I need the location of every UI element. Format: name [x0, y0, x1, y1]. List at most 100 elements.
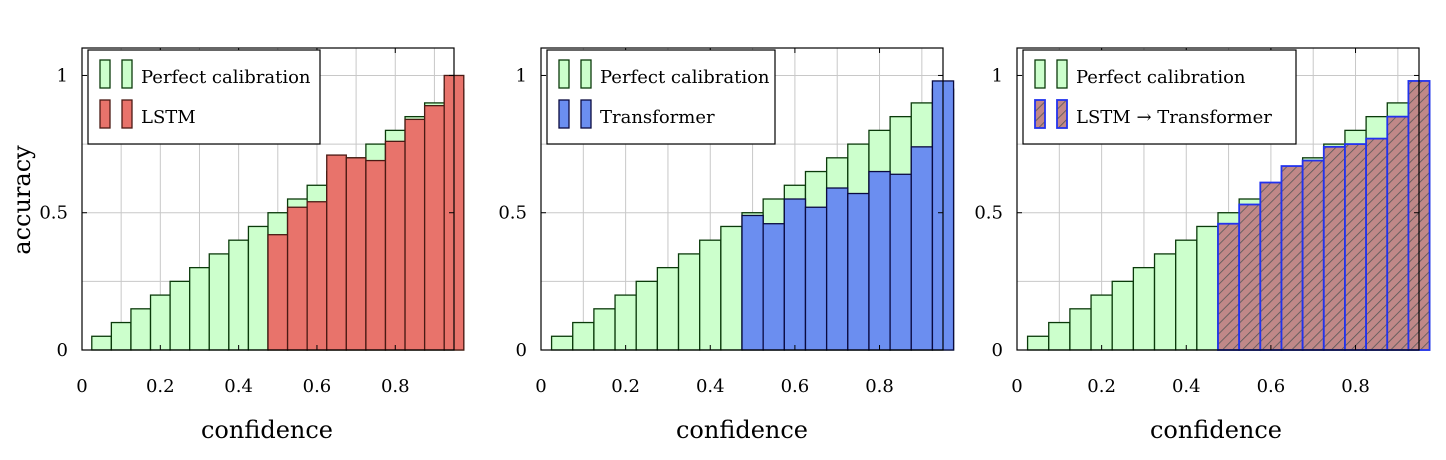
bar-perfect [1090, 294, 1113, 351]
legend-swatch-perfect [99, 59, 111, 89]
bar-perfect [130, 308, 152, 351]
bar-perfect [572, 321, 595, 351]
legend-label: Transformer [600, 107, 715, 128]
legend-swatch-perfect [558, 59, 570, 89]
x-axis-label: confidence [676, 416, 808, 444]
bar-transformer [804, 206, 828, 351]
legend-swatch-perfect [1056, 59, 1068, 89]
x-tick-label: 0.8 [1341, 376, 1370, 397]
legend-swatch-perfect [580, 59, 592, 89]
bar-perfect [189, 266, 210, 351]
y-tick-label: 0.5 [39, 203, 68, 224]
bar-transformer [889, 173, 912, 351]
x-tick-label: 0.6 [1257, 376, 1286, 397]
bar-lstm [345, 157, 367, 351]
legend-swatch-transformer [558, 99, 570, 129]
bar-perfect [720, 225, 743, 351]
x-tick-label: 0.6 [781, 376, 810, 397]
bar-hatch [1238, 203, 1262, 351]
legend-box [1022, 49, 1297, 145]
x-tick-label: 0.8 [865, 376, 894, 397]
bar-perfect [149, 294, 171, 351]
bar-transformer [741, 214, 764, 351]
bar-hatch [1365, 137, 1389, 351]
bar-perfect [247, 225, 269, 351]
legend-swatch-lstm [121, 99, 133, 129]
legend-label: LSTM [141, 107, 196, 128]
x-tick-label: 0 [1011, 376, 1022, 397]
bar-perfect [550, 335, 574, 351]
bar-perfect [228, 239, 250, 351]
legend-label: Perfect calibration [1076, 67, 1246, 88]
chart-panel-lstm: 0 0.2 0.4 0.6 0.8 0 0.5 1 Perfect calibration LS… [0, 0, 470, 456]
y-tick-label: 0 [57, 340, 68, 361]
x-tick-label: 0.2 [146, 376, 175, 397]
y-axis-label: accuracy [8, 145, 36, 255]
chart-lstm: 0 0.2 0.4 0.6 0.8 0 0.5 1 Perfect calibration LS… [8, 47, 465, 444]
chart-panel-transformer: 0 0.2 0.4 0.6 0.8 0 0.5 1 Perfect calibration Tr… [470, 0, 958, 456]
bar-perfect [635, 280, 659, 351]
bar-lstm [404, 118, 426, 351]
bar-lstm [423, 105, 445, 351]
x-tick-label: 0.4 [1172, 376, 1201, 397]
bar-perfect [656, 266, 680, 351]
bar-hatch [1322, 145, 1346, 351]
bar-lstm [384, 140, 406, 351]
bar-hatch [1301, 159, 1325, 351]
bar-lstm [326, 154, 347, 351]
x-axis-label: confidence [1150, 416, 1282, 444]
bar-transformer [762, 223, 785, 351]
bar-transformer [868, 170, 891, 351]
x-tick-label: 0.2 [611, 376, 640, 397]
bar-hatch [1386, 115, 1410, 351]
bar-hatch [1280, 165, 1304, 351]
bar-hatch [1217, 222, 1241, 351]
plot-frame [81, 47, 455, 351]
bar-perfect [1048, 321, 1071, 351]
y-tick-label: 0 [516, 340, 527, 361]
x-tick-label: 0 [76, 376, 87, 397]
bar-perfect [1153, 253, 1177, 351]
y-tick-label: 0 [992, 340, 1003, 361]
x-tick-label: 0.2 [1087, 376, 1116, 397]
bar-lstm [267, 234, 289, 351]
x-tick-label: 0.4 [224, 376, 253, 397]
bar-perfect [1132, 266, 1156, 351]
legend-swatch-lstm [99, 99, 111, 129]
x-tick-label: 0.4 [696, 376, 725, 397]
bar-lstm [365, 159, 387, 351]
legend-swatch-perfect [1034, 59, 1046, 89]
legend-label: Perfect calibration [141, 67, 311, 88]
bar-perfect [110, 321, 132, 351]
bar-perfect [208, 253, 230, 351]
bar-perfect [1196, 225, 1219, 351]
plot-frame [540, 47, 944, 351]
x-axis-label: confidence [201, 416, 333, 444]
y-tick-label: 1 [992, 65, 1003, 86]
x-tick-label: 0.6 [303, 376, 332, 397]
bar-perfect [1026, 335, 1050, 351]
bar-perfect [677, 253, 701, 351]
bar-perfect [169, 280, 191, 351]
bar-transformer [825, 187, 849, 351]
y-tick-label: 1 [516, 65, 527, 86]
y-tick-label: 0.5 [498, 203, 527, 224]
bar-lstm [306, 201, 328, 351]
plot-frame [1016, 47, 1420, 351]
y-tick-label: 1 [57, 65, 68, 86]
bar-lstm [286, 206, 308, 351]
legend-swatch-perfect [121, 59, 133, 89]
x-tick-label: 0 [535, 376, 546, 397]
legend-label: LSTM → Transformer [1076, 107, 1272, 128]
x-tick-label: 0.8 [381, 376, 410, 397]
legend-label: Perfect calibration [600, 67, 770, 88]
bar-perfect [1111, 280, 1135, 351]
bar-transformer [783, 198, 807, 351]
bar-transformer [910, 146, 934, 351]
chart-panel-lstm-to-transformer: 0 0.2 0.4 0.6 0.8 0 0.5 1 Perfect calibration LS… [958, 0, 1446, 456]
chart-transformer: 0 0.2 0.4 0.6 0.8 0 0.5 1 Perfect calibration Tr… [498, 47, 955, 444]
bar-perfect [91, 335, 113, 351]
bar-perfect [614, 294, 637, 351]
bar-hatch [1259, 181, 1283, 351]
bar-perfect [1069, 308, 1092, 351]
